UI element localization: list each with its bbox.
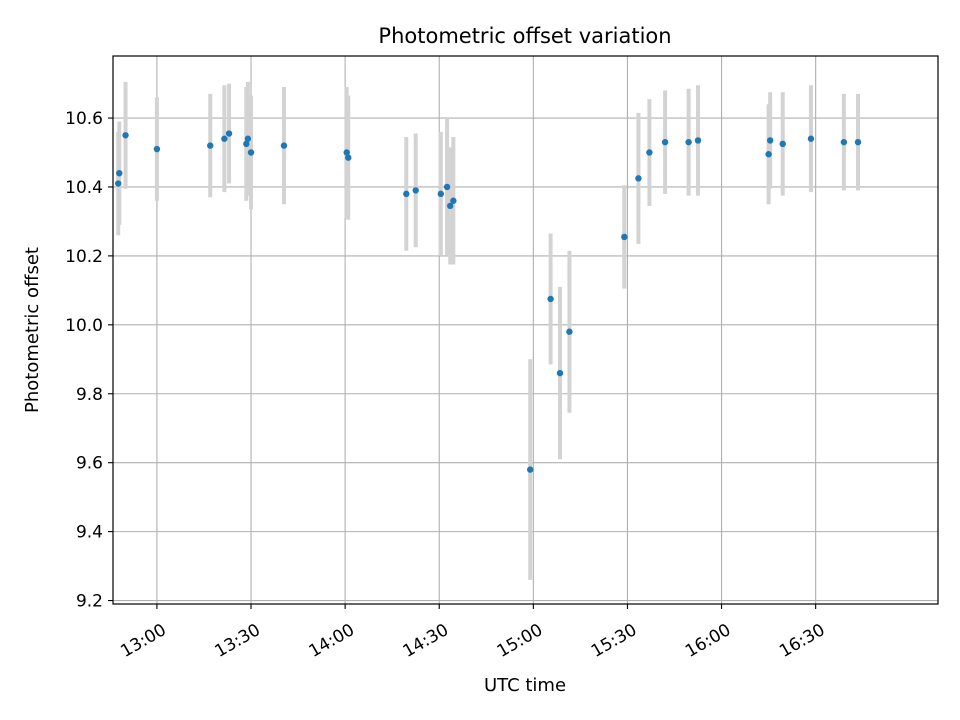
y-tick-label: 10.0: [65, 316, 103, 336]
data-point: [685, 138, 692, 146]
data-point: [115, 180, 122, 187]
data-point: [343, 149, 350, 156]
data-point: [779, 140, 786, 148]
data-points: [115, 130, 862, 473]
data-point: [527, 466, 534, 473]
y-axis-ticks: 9.2 9.4 9.6 9.8 10.0 10.2 10.4 10.6: [65, 109, 113, 612]
data-point: [412, 187, 419, 194]
data-point: [244, 135, 252, 142]
data-point: [694, 137, 702, 144]
data-point: [221, 135, 228, 142]
y-tick-label: 9.6: [76, 454, 103, 474]
data-point: [646, 149, 653, 156]
y-tick-label: 10.2: [65, 247, 103, 267]
x-axis-label: UTC time: [484, 675, 566, 696]
data-point: [547, 295, 554, 303]
data-point: [447, 202, 454, 210]
data-point: [247, 149, 255, 156]
data-point: [225, 130, 233, 137]
plot-frame: [112, 55, 939, 605]
y-tick-label: 9.8: [76, 385, 103, 405]
data-point: [243, 140, 250, 148]
data-point: [807, 135, 815, 142]
data-point: [153, 145, 161, 153]
y-tick-label: 9.2: [76, 592, 103, 612]
data-point: [765, 151, 772, 158]
data-point: [854, 138, 862, 146]
y-tick-label: 9.4: [76, 523, 103, 543]
y-tick-label: 10.4: [65, 178, 103, 198]
y-axis-label: Photometric offset: [22, 247, 43, 413]
data-point: [621, 233, 628, 241]
data-point: [766, 137, 774, 144]
data-point: [566, 328, 573, 335]
plot-area: [113, 56, 938, 604]
y-tick-label: 10.6: [65, 109, 103, 129]
data-point: [116, 169, 123, 177]
data-point: [207, 142, 214, 149]
data-point: [443, 183, 451, 191]
data-point: [556, 369, 564, 377]
data-point: [437, 190, 445, 198]
data-point: [403, 190, 410, 198]
data-point: [661, 138, 669, 146]
data-point: [450, 197, 457, 204]
data-point: [840, 138, 848, 146]
data-point: [280, 142, 288, 149]
data-point: [122, 132, 129, 139]
data-point: [345, 154, 352, 161]
data-point: [635, 175, 642, 182]
chart-title: Photometric offset variation: [378, 24, 671, 48]
